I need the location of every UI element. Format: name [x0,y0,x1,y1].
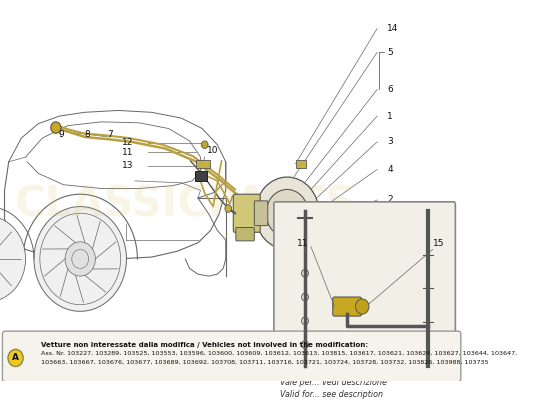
Circle shape [51,122,61,133]
Circle shape [225,205,232,212]
FancyBboxPatch shape [2,331,461,382]
Circle shape [355,299,369,314]
Text: 13: 13 [122,161,133,170]
Text: 103663, 103667, 103676, 103677, 103689, 103692, 103708, 103711, 103716, 103721, : 103663, 103667, 103676, 103677, 103689, … [41,360,488,365]
Circle shape [201,141,208,148]
Bar [195,171,207,181]
Text: 14: 14 [387,24,399,33]
FancyBboxPatch shape [236,228,254,241]
Circle shape [284,208,290,215]
Text: Vale per... vedi descrizione
Valid for... see description: Vale per... vedi descrizione Valid for..… [280,378,387,400]
Text: 8: 8 [84,130,90,139]
Text: 9: 9 [59,130,64,139]
Circle shape [277,202,297,225]
Bar [295,160,306,168]
Text: 15: 15 [433,239,444,248]
Circle shape [255,177,319,250]
Circle shape [34,206,126,311]
FancyBboxPatch shape [274,202,455,375]
Text: 3: 3 [387,137,393,146]
Text: 11: 11 [122,148,133,157]
Text: Ass. Nr. 103227, 103289, 103525, 103553, 103596, 103600, 103609, 103612, 103613,: Ass. Nr. 103227, 103289, 103525, 103553,… [41,351,517,356]
FancyArrow shape [367,272,381,290]
Text: A: A [12,354,19,362]
Text: 5: 5 [387,48,393,57]
FancyBboxPatch shape [254,201,268,226]
Text: 6: 6 [387,85,393,94]
Text: Vetture non interessate dalla modifica / Vehicles not involved in the modificati: Vetture non interessate dalla modifica /… [41,342,368,348]
FancyBboxPatch shape [333,297,361,316]
Text: 11: 11 [297,239,308,248]
Text: CLASSICPARTS: CLASSICPARTS [14,184,356,226]
Circle shape [0,216,25,302]
Text: 1: 1 [387,112,393,121]
Bar [196,160,210,168]
Circle shape [65,242,95,276]
Circle shape [266,190,308,237]
Text: 4: 4 [387,165,393,174]
Circle shape [8,349,23,366]
Text: 7: 7 [107,130,113,139]
Text: 12: 12 [122,138,133,147]
Text: 2: 2 [387,196,393,204]
FancyBboxPatch shape [233,194,260,232]
Text: 10: 10 [207,146,219,155]
